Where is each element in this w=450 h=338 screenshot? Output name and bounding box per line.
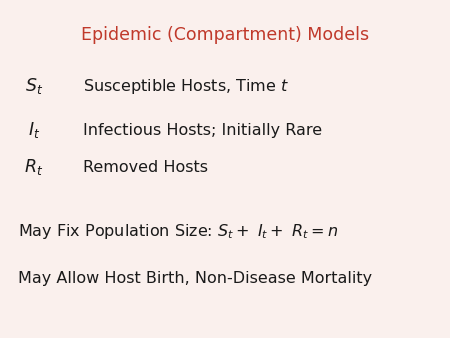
Text: $S_t$: $S_t$ [25, 76, 43, 96]
Text: Susceptible Hosts, Time $t$: Susceptible Hosts, Time $t$ [83, 77, 289, 96]
Text: Infectious Hosts; Initially Rare: Infectious Hosts; Initially Rare [83, 123, 322, 138]
Text: Removed Hosts: Removed Hosts [83, 160, 208, 175]
Text: $I_t$: $I_t$ [27, 120, 40, 140]
Text: $R_t$: $R_t$ [24, 157, 43, 177]
Text: Epidemic (Compartment) Models: Epidemic (Compartment) Models [81, 26, 369, 45]
Text: May Allow Host Birth, Non-Disease Mortality: May Allow Host Birth, Non-Disease Mortal… [18, 271, 372, 286]
Text: May Fix Population Size: $S_t +\ I_t +\ R_t = n$: May Fix Population Size: $S_t +\ I_t +\ … [18, 222, 338, 241]
